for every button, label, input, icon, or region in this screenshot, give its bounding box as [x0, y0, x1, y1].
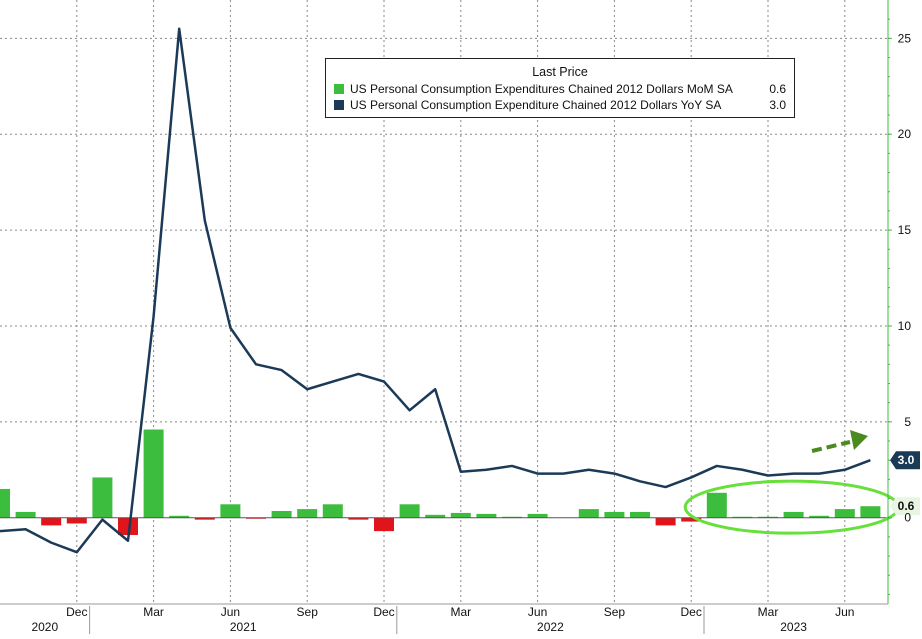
x-tick-label: Dec: [66, 605, 87, 619]
x-year-label: 2022: [537, 620, 564, 634]
y-tick-label: 5: [904, 415, 911, 429]
legend-swatch-yoy: [334, 100, 344, 110]
bar-2020-10: [15, 511, 36, 518]
x-axis: Dec Mar Jun Sep Dec Mar Jun Sep Dec Mar Jun 2020 202…: [0, 603, 888, 634]
y-tick-label: 20: [898, 127, 912, 141]
legend-swatch-mom: [334, 84, 344, 94]
bar-2020-12: [66, 517, 87, 524]
x-tick-label: Dec: [373, 605, 394, 619]
bar-2022-08: [578, 509, 599, 518]
legend-item-mom: US Personal Consumption Expenditures Cha…: [334, 81, 786, 97]
legend-label-mom: US Personal Consumption Expenditures Cha…: [350, 82, 733, 96]
bar-2022-02: [425, 514, 446, 518]
bar-2022-10: [630, 511, 650, 518]
bar-2023-05: [809, 515, 830, 518]
bar-2022-11: [655, 517, 676, 526]
x-year-label: 2023: [780, 620, 807, 634]
x-tick-label: Dec: [681, 605, 702, 619]
bar-2022-12: [681, 517, 702, 522]
bar-2023-01: [706, 492, 727, 518]
x-tick-label: Jun: [528, 605, 547, 619]
x-year-label: 2021: [230, 620, 257, 634]
bar-2021-06: [220, 504, 241, 518]
y-tick-label: 0: [904, 511, 911, 525]
value-tag: [890, 497, 920, 516]
bar-2021-03: [143, 429, 164, 518]
bar-2022-01: [399, 504, 420, 518]
bar-2023-06: [834, 509, 855, 518]
x-tick-label: Mar: [143, 605, 164, 619]
bar-2022-04: [476, 513, 497, 518]
bar-2021-08: [271, 511, 292, 518]
x-year-label: 2020: [31, 620, 58, 634]
bar-2022-06: [527, 513, 548, 518]
x-tick-label: Mar: [758, 605, 779, 619]
bar-2021-05: [194, 517, 215, 520]
x-tick-label: Sep: [604, 605, 626, 619]
legend-title: Last Price: [532, 65, 588, 79]
bar-2021-10: [322, 504, 343, 518]
x-tick-label: Jun: [835, 605, 854, 619]
bar-2020-11: [41, 517, 62, 526]
bar-2021-09: [297, 509, 318, 518]
legend-value-yoy: 3.0: [769, 98, 786, 112]
bar-2021-12: [374, 517, 394, 532]
trend-arrow-head: [850, 430, 868, 450]
y-tick-label: 25: [898, 31, 912, 45]
x-tick-label: Sep: [297, 605, 319, 619]
y-tick-label: 10: [898, 319, 912, 333]
x-tick-label: Mar: [450, 605, 471, 619]
trend-arrow-shaft: [811, 440, 851, 453]
bar-2022-03: [450, 512, 471, 518]
value-tag: [890, 451, 920, 470]
bar-2021-02: [118, 517, 138, 535]
mom-bars: [0, 429, 881, 535]
x-tick-label: Jun: [221, 605, 240, 619]
bar-2021-04: [169, 515, 190, 518]
yoy-line: [0, 27, 871, 554]
bar-2022-09: [604, 511, 625, 518]
bar-2023-07: [860, 506, 881, 518]
y-axis: 0 5 10 15 20 25: [887, 0, 912, 604]
legend-value-mom: 0.6: [769, 82, 786, 96]
legend-label-yoy: US Personal Consumption Expenditure Chai…: [350, 98, 722, 112]
bar-2020-09: [0, 488, 10, 518]
annotations: 3.0 0.6: [683, 430, 920, 535]
value-tag-label: 3.0: [898, 453, 915, 467]
legend: Last Price US Personal Consumption Expen…: [325, 58, 795, 118]
bar-2021-11: [348, 517, 369, 520]
value-tag-label: 0.6: [898, 499, 915, 513]
bar-2021-01: [92, 477, 113, 518]
y-tick-label: 15: [898, 223, 912, 237]
yoy-series-line: [0, 27, 871, 554]
legend-item-yoy: US Personal Consumption Expenditure Chai…: [334, 97, 786, 113]
bar-2023-04: [783, 511, 804, 518]
